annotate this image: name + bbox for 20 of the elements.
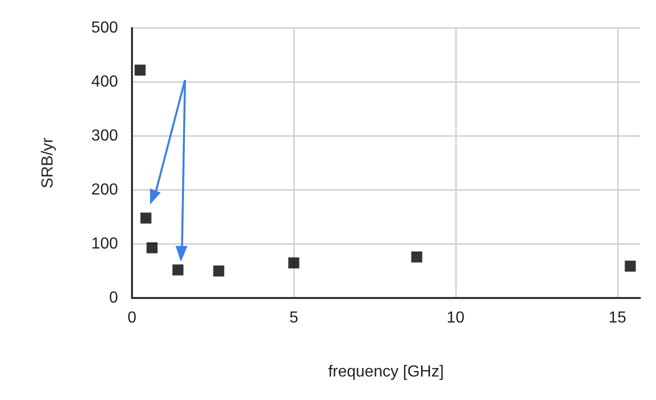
y-tick-label: 200 bbox=[91, 182, 118, 198]
y-tick-label: 500 bbox=[91, 20, 118, 36]
x-tick-label: 10 bbox=[446, 310, 465, 326]
x-tick-label: 0 bbox=[128, 310, 137, 326]
x-tick-label: 15 bbox=[608, 310, 626, 326]
point bbox=[624, 260, 636, 272]
point bbox=[411, 251, 422, 262]
point bbox=[288, 257, 300, 268]
point bbox=[213, 266, 224, 276]
y-tick-label: 300 bbox=[91, 128, 118, 144]
y-tick-label: 100 bbox=[91, 236, 118, 252]
point bbox=[172, 264, 184, 276]
point bbox=[140, 212, 152, 224]
point bbox=[134, 64, 146, 76]
point bbox=[146, 242, 158, 254]
y-tick-label: 0 bbox=[109, 290, 118, 306]
y-tick-label: 400 bbox=[91, 74, 118, 90]
x-tick-label: 5 bbox=[289, 310, 298, 326]
x-axis-title: frequency [GHz] bbox=[328, 364, 444, 380]
y-axis-title: SRB/yr bbox=[40, 136, 56, 188]
